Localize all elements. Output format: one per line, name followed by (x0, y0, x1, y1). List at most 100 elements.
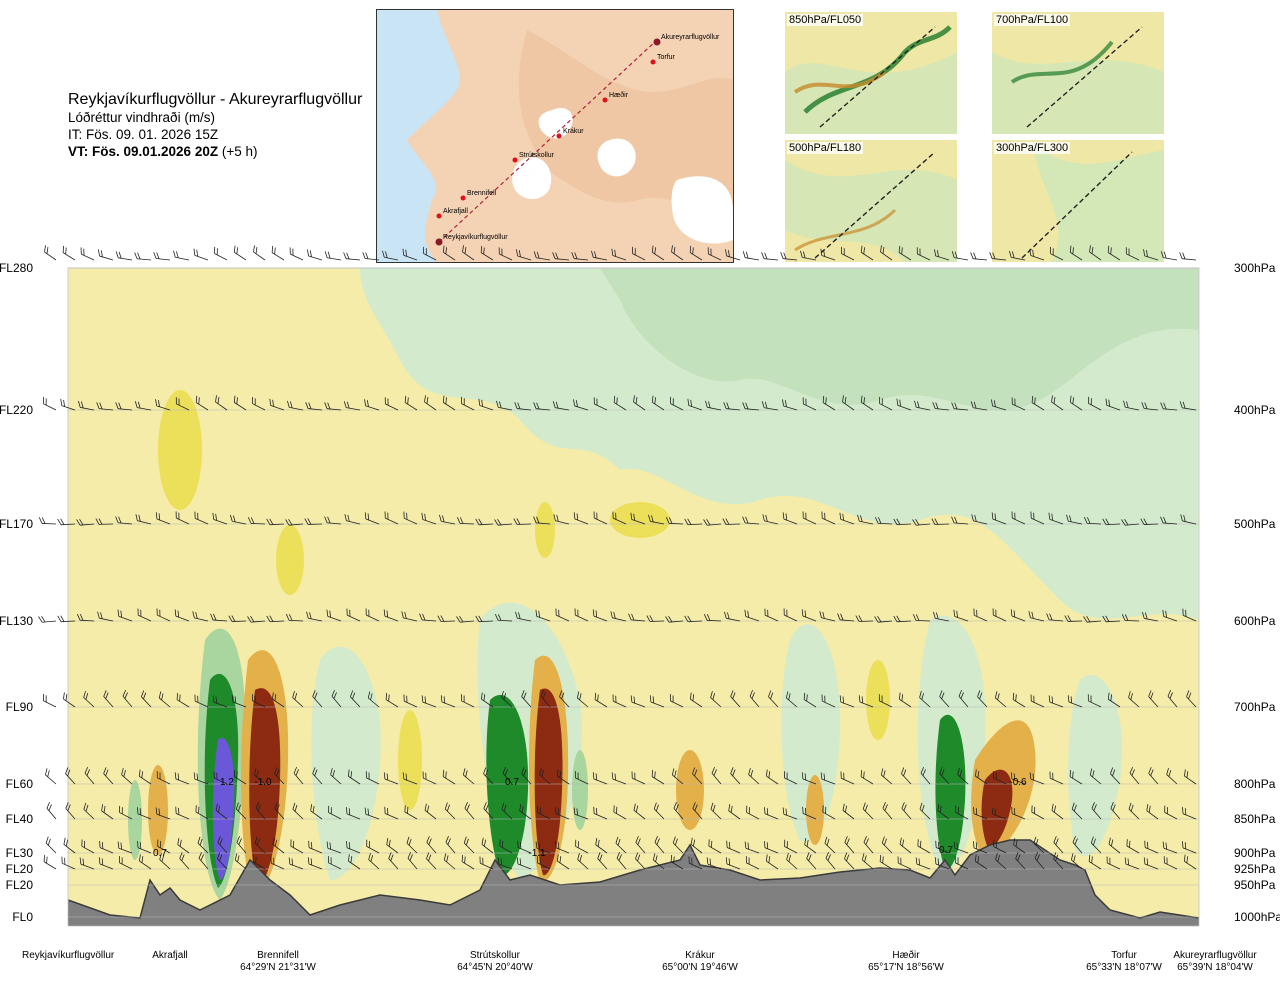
wind-barb (1053, 852, 1064, 870)
wind-barb (480, 245, 494, 261)
wind-barb (651, 769, 665, 785)
wind-barb (782, 512, 798, 525)
wind-barb (498, 247, 513, 261)
wind-barb (174, 772, 190, 785)
wind-barb (839, 512, 855, 525)
wind-barb (1182, 807, 1197, 820)
wind-barb (521, 690, 532, 708)
minimap-850-svg (785, 12, 957, 134)
wind-barb (362, 252, 380, 261)
wind-barb (478, 398, 494, 411)
wind-barb (1089, 245, 1102, 261)
wind-barb (499, 839, 513, 854)
wind-barb (483, 767, 494, 785)
wind-barb (939, 690, 950, 708)
wind-barb (368, 852, 380, 870)
wind-barb (289, 247, 304, 261)
wind-barb (673, 802, 684, 820)
wind-barb (141, 690, 152, 708)
wind-barb (1089, 768, 1102, 785)
map-point-6: Akrafjall (436, 208, 468, 219)
wind-barb (595, 838, 608, 854)
wind-barb (973, 807, 988, 820)
wind-barb (326, 841, 342, 854)
route-map-svg: Akureyrarflugvöllur Torfur Hæðir Krákur Strú… (407, 10, 733, 262)
wind-barb (1067, 695, 1083, 708)
wind-barb (212, 695, 228, 708)
location-1: Akrafjall (124, 950, 216, 962)
wind-barb (45, 836, 57, 854)
wind-barb (326, 609, 342, 622)
location-coord: 65°00'N 19°46'W (662, 962, 738, 973)
wind-barb (426, 852, 437, 870)
wind-barb (1066, 514, 1083, 525)
wind-barb (937, 804, 950, 820)
wind-barb (742, 516, 760, 525)
wind-barb (288, 857, 304, 870)
wind-barb (460, 694, 475, 708)
map-point-7: Reykjavíkurflugvöllur (435, 234, 508, 246)
wind-barb (725, 857, 741, 870)
wind-barb (594, 692, 608, 708)
wind-barb (1141, 402, 1159, 411)
wind-barb (266, 518, 285, 526)
wind-barb (951, 251, 969, 261)
wind-barb (496, 400, 513, 411)
map-point-4: Strútskollur (512, 152, 555, 163)
wind-barb (783, 771, 798, 785)
wind-barb (331, 689, 342, 708)
wind-barb (761, 252, 779, 261)
valid-offset: (+5 h) (221, 144, 258, 159)
minimap-850-label: 850hPa/FL050 (787, 14, 864, 26)
wind-barb (1049, 771, 1064, 785)
wind-barb (573, 807, 589, 820)
wind-barb (462, 245, 475, 261)
wind-barb (822, 395, 836, 411)
wind-barb (57, 518, 76, 526)
wind-barb (367, 691, 380, 708)
wind-barb (1033, 836, 1045, 854)
wind-barb (841, 246, 855, 261)
wind-barb (46, 801, 57, 820)
wind-barb (1110, 767, 1121, 785)
svg-text:Hæðir: Hæðir (609, 91, 629, 99)
annotation-3: 0.7 (505, 777, 519, 788)
wind-barb (917, 839, 931, 854)
wind-barb (633, 395, 646, 411)
wind-barb (364, 807, 380, 820)
wind-barb (993, 839, 1007, 854)
wind-barb (44, 245, 57, 261)
wind-barb (404, 805, 418, 820)
wind-barb (115, 516, 133, 525)
wind-barb (501, 802, 513, 820)
wind-barb (462, 768, 475, 785)
wind-barb (97, 611, 114, 622)
wind-barb (65, 767, 76, 785)
wind-barb (820, 248, 836, 261)
wind-barb (1184, 769, 1197, 785)
wind-barb (951, 516, 969, 525)
wind-barb (1160, 402, 1178, 411)
wind-barb (98, 857, 114, 870)
wind-barb (119, 856, 133, 870)
wind-barb (365, 771, 380, 785)
wind-barb (782, 807, 798, 820)
wind-barb (730, 690, 741, 708)
wind-barb (576, 691, 589, 708)
glacier-4 (671, 176, 733, 244)
wind-barb (806, 852, 817, 870)
wind-barb (192, 611, 209, 622)
route-map: Akureyrarflugvöllur Torfur Hæðir Krákur Strú… (376, 9, 734, 263)
wind-barb (593, 806, 608, 820)
wind-barb (304, 518, 323, 525)
wind-barb (687, 398, 703, 411)
minimap-700: 700hPa/FL100 (992, 12, 1164, 134)
wind-barb (84, 766, 95, 785)
minimap-700-svg (992, 12, 1164, 134)
wind-barb (402, 248, 418, 261)
minimap-500-label: 500hPa/FL180 (787, 142, 864, 154)
wind-barb (1179, 252, 1197, 261)
wind-barb (612, 511, 627, 525)
wind-barb (1030, 511, 1045, 525)
wind-barb (649, 695, 665, 708)
